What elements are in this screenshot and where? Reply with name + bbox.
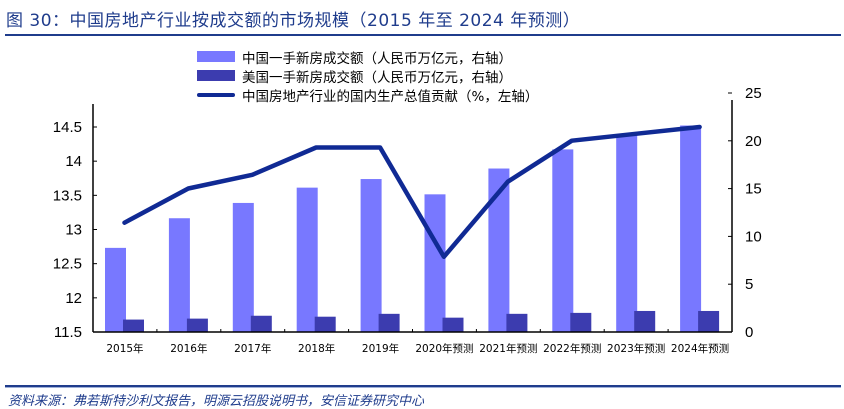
line-series <box>122 124 702 260</box>
legend-item-china-sales: 中国一手新房成交额（人民币万亿元，右轴） <box>197 47 538 67</box>
bar-us-sales <box>570 312 592 332</box>
legend-swatch-us-bar <box>197 70 235 81</box>
left-axis-tick-label: 13 <box>65 222 82 239</box>
x-axis-label: 2023年预测 <box>607 342 665 355</box>
axes: 11.5 12 12.5 13 13.5 14 14.5 0 5 10 15 20 25 2015年 201… <box>53 85 762 355</box>
x-axis-label: 2024年预测 <box>671 342 729 355</box>
legend-label: 中国一手新房成交额（人民币万亿元，右轴） <box>242 50 512 67</box>
legend-label: 美国一手新房成交额（人民币万亿元，右轴） <box>242 69 512 86</box>
left-axis-tick-label: 12 <box>65 290 82 307</box>
bar-us-sales <box>698 310 720 332</box>
legend-swatch-china-bar <box>197 51 235 62</box>
legend-swatch-gdp-line <box>197 92 235 97</box>
source-note: 资料来源：弗若斯特沙利文报告，明源云招股说明书，安信证券研究中心 <box>8 394 425 409</box>
right-axis-tick-label: 20 <box>745 133 762 150</box>
bar-china-sales <box>168 218 190 332</box>
x-axis-label: 2015年 <box>106 342 143 355</box>
right-axis-tick-label: 15 <box>745 181 762 198</box>
x-axis-label: 2022年预测 <box>543 342 601 355</box>
right-axis-tick-label: 25 <box>745 85 762 102</box>
left-axis-tick-label: 14.5 <box>53 119 82 136</box>
bar-us-sales <box>506 313 528 332</box>
x-axis-label: 2018年 <box>298 342 335 355</box>
left-axis-tick-label: 12.5 <box>53 256 82 273</box>
bar-series <box>105 125 720 332</box>
x-axis-label: 2020年预测 <box>415 342 473 355</box>
chart-legend: 中国一手新房成交额（人民币万亿元，右轴） 美国一手新房成交额（人民币万亿元，右轴… <box>197 47 539 105</box>
gdp-contribution-line <box>122 124 702 260</box>
left-axis-tick-label: 13.5 <box>53 187 82 204</box>
left-axis-tick-label: 11.5 <box>54 324 82 341</box>
legend-item-us-sales: 美国一手新房成交额（人民币万亿元，右轴） <box>197 66 538 86</box>
bar-china-sales <box>105 247 126 332</box>
bar-us-sales <box>186 318 208 332</box>
bar-us-sales <box>634 310 656 332</box>
bar-china-sales <box>360 179 382 332</box>
x-axis-label: 2021年预测 <box>479 342 537 355</box>
right-axis-tick-label: 5 <box>745 276 753 293</box>
bar-us-sales <box>378 313 400 332</box>
legend-label: 中国房地产行业的国内生产总值贡献（%，左轴） <box>242 88 539 105</box>
x-axis-label: 2019年 <box>362 342 399 355</box>
chart-title: 图 30：中国房地产行业按成交额的市场规模（2015 年至 2024 年预测） <box>6 11 581 31</box>
right-axis-tick-label: 0 <box>745 324 753 341</box>
x-axis-label: 2017年 <box>234 342 271 355</box>
bar-us-sales <box>250 315 272 332</box>
bar-china-sales <box>296 187 318 332</box>
bar-us-sales <box>314 316 336 332</box>
bar-us-sales <box>123 319 144 332</box>
bar-china-sales <box>424 194 446 332</box>
legend-item-gdp-contribution: 中国房地产行业的国内生产总值贡献（%，左轴） <box>197 85 539 105</box>
bar-china-sales <box>680 125 702 332</box>
bar-china-sales <box>552 149 574 332</box>
bar-china-sales <box>616 135 638 332</box>
title-divider <box>5 34 841 36</box>
right-axis-tick-label: 10 <box>745 228 762 245</box>
bar-us-sales <box>442 317 464 332</box>
footer-divider <box>5 385 841 388</box>
left-axis-tick-label: 14 <box>65 153 82 170</box>
bar-china-sales <box>232 202 254 332</box>
x-axis-label: 2016年 <box>170 342 207 355</box>
bar-china-sales <box>488 168 510 332</box>
